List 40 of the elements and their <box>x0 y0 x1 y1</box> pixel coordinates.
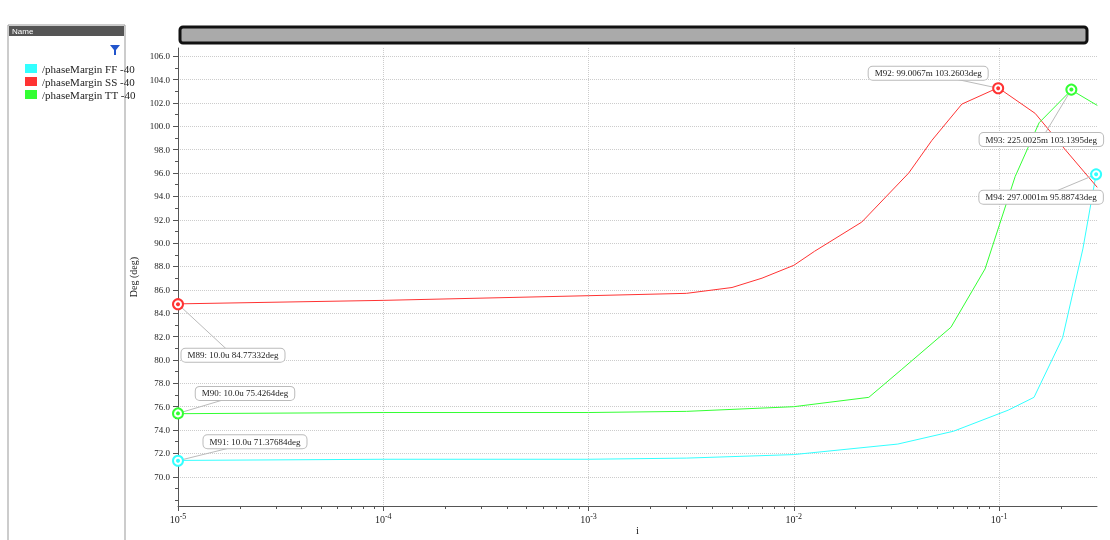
legend-label: /phaseMargin SS -40 <box>42 75 136 88</box>
y-tick-label: 90.0 <box>154 238 171 249</box>
point <box>172 298 184 311</box>
legend-label: /phaseMargin FF -40 <box>42 62 136 75</box>
annotation: M93: 225.0025m 103.1395deg <box>985 134 1098 145</box>
annotation: M92: 99.0067m 103.2603deg <box>874 68 983 79</box>
x-tick-label: 10$^{-2}$ <box>785 511 803 525</box>
y-tick-label: 76.0 <box>154 401 171 412</box>
y-tick-label: 102.0 <box>149 97 171 108</box>
point <box>172 407 184 420</box>
x-tick-label: 10$^{-5}$ <box>169 511 187 525</box>
annotation: M91: 10.0u 71.37684deg <box>209 436 301 447</box>
y-tick-label: 74.0 <box>154 425 171 436</box>
y-tick-label: 104.0 <box>149 74 171 85</box>
y-tick-label: 100.0 <box>149 121 171 132</box>
y-axis-title: Deg (deg) <box>128 256 141 298</box>
annotation: M90: 10.0u 75.4264deg <box>201 388 289 399</box>
x-axis-title: i <box>635 523 640 536</box>
x-tick-label: 10$^{-4}$ <box>374 511 392 525</box>
x-tick-label: 10$^{-3}$ <box>580 511 597 525</box>
annotation: M94: 297.0001m 95.88743deg <box>985 192 1098 203</box>
y-tick-label: 94.0 <box>154 191 171 202</box>
point <box>1065 83 1078 96</box>
y-tick-label: 88.0 <box>154 261 171 272</box>
y-tick-label: 72.0 <box>154 448 171 459</box>
y-tick-label: 84.0 <box>154 308 171 319</box>
point <box>172 454 184 467</box>
legend-label: /phaseMargin TT -40 <box>42 88 136 101</box>
y-tick-label: 106.0 <box>149 51 171 62</box>
y-tick-label: 96.0 <box>154 168 171 179</box>
x-tick-label: 10$^{-1}$ <box>990 511 1008 525</box>
y-tick-label: 82.0 <box>154 331 171 342</box>
y-tick-label: 98.0 <box>154 144 171 155</box>
y-tick-label: 78.0 <box>154 378 171 389</box>
y-tick-label: 92.0 <box>154 214 171 225</box>
y-tick-label: 80.0 <box>154 354 171 365</box>
y-tick-label: 86.0 <box>154 284 171 295</box>
text: Name <box>12 26 34 36</box>
y-tick-label: 70.0 <box>154 471 171 482</box>
annotation: M89: 10.0u 84.77332deg <box>187 350 279 361</box>
